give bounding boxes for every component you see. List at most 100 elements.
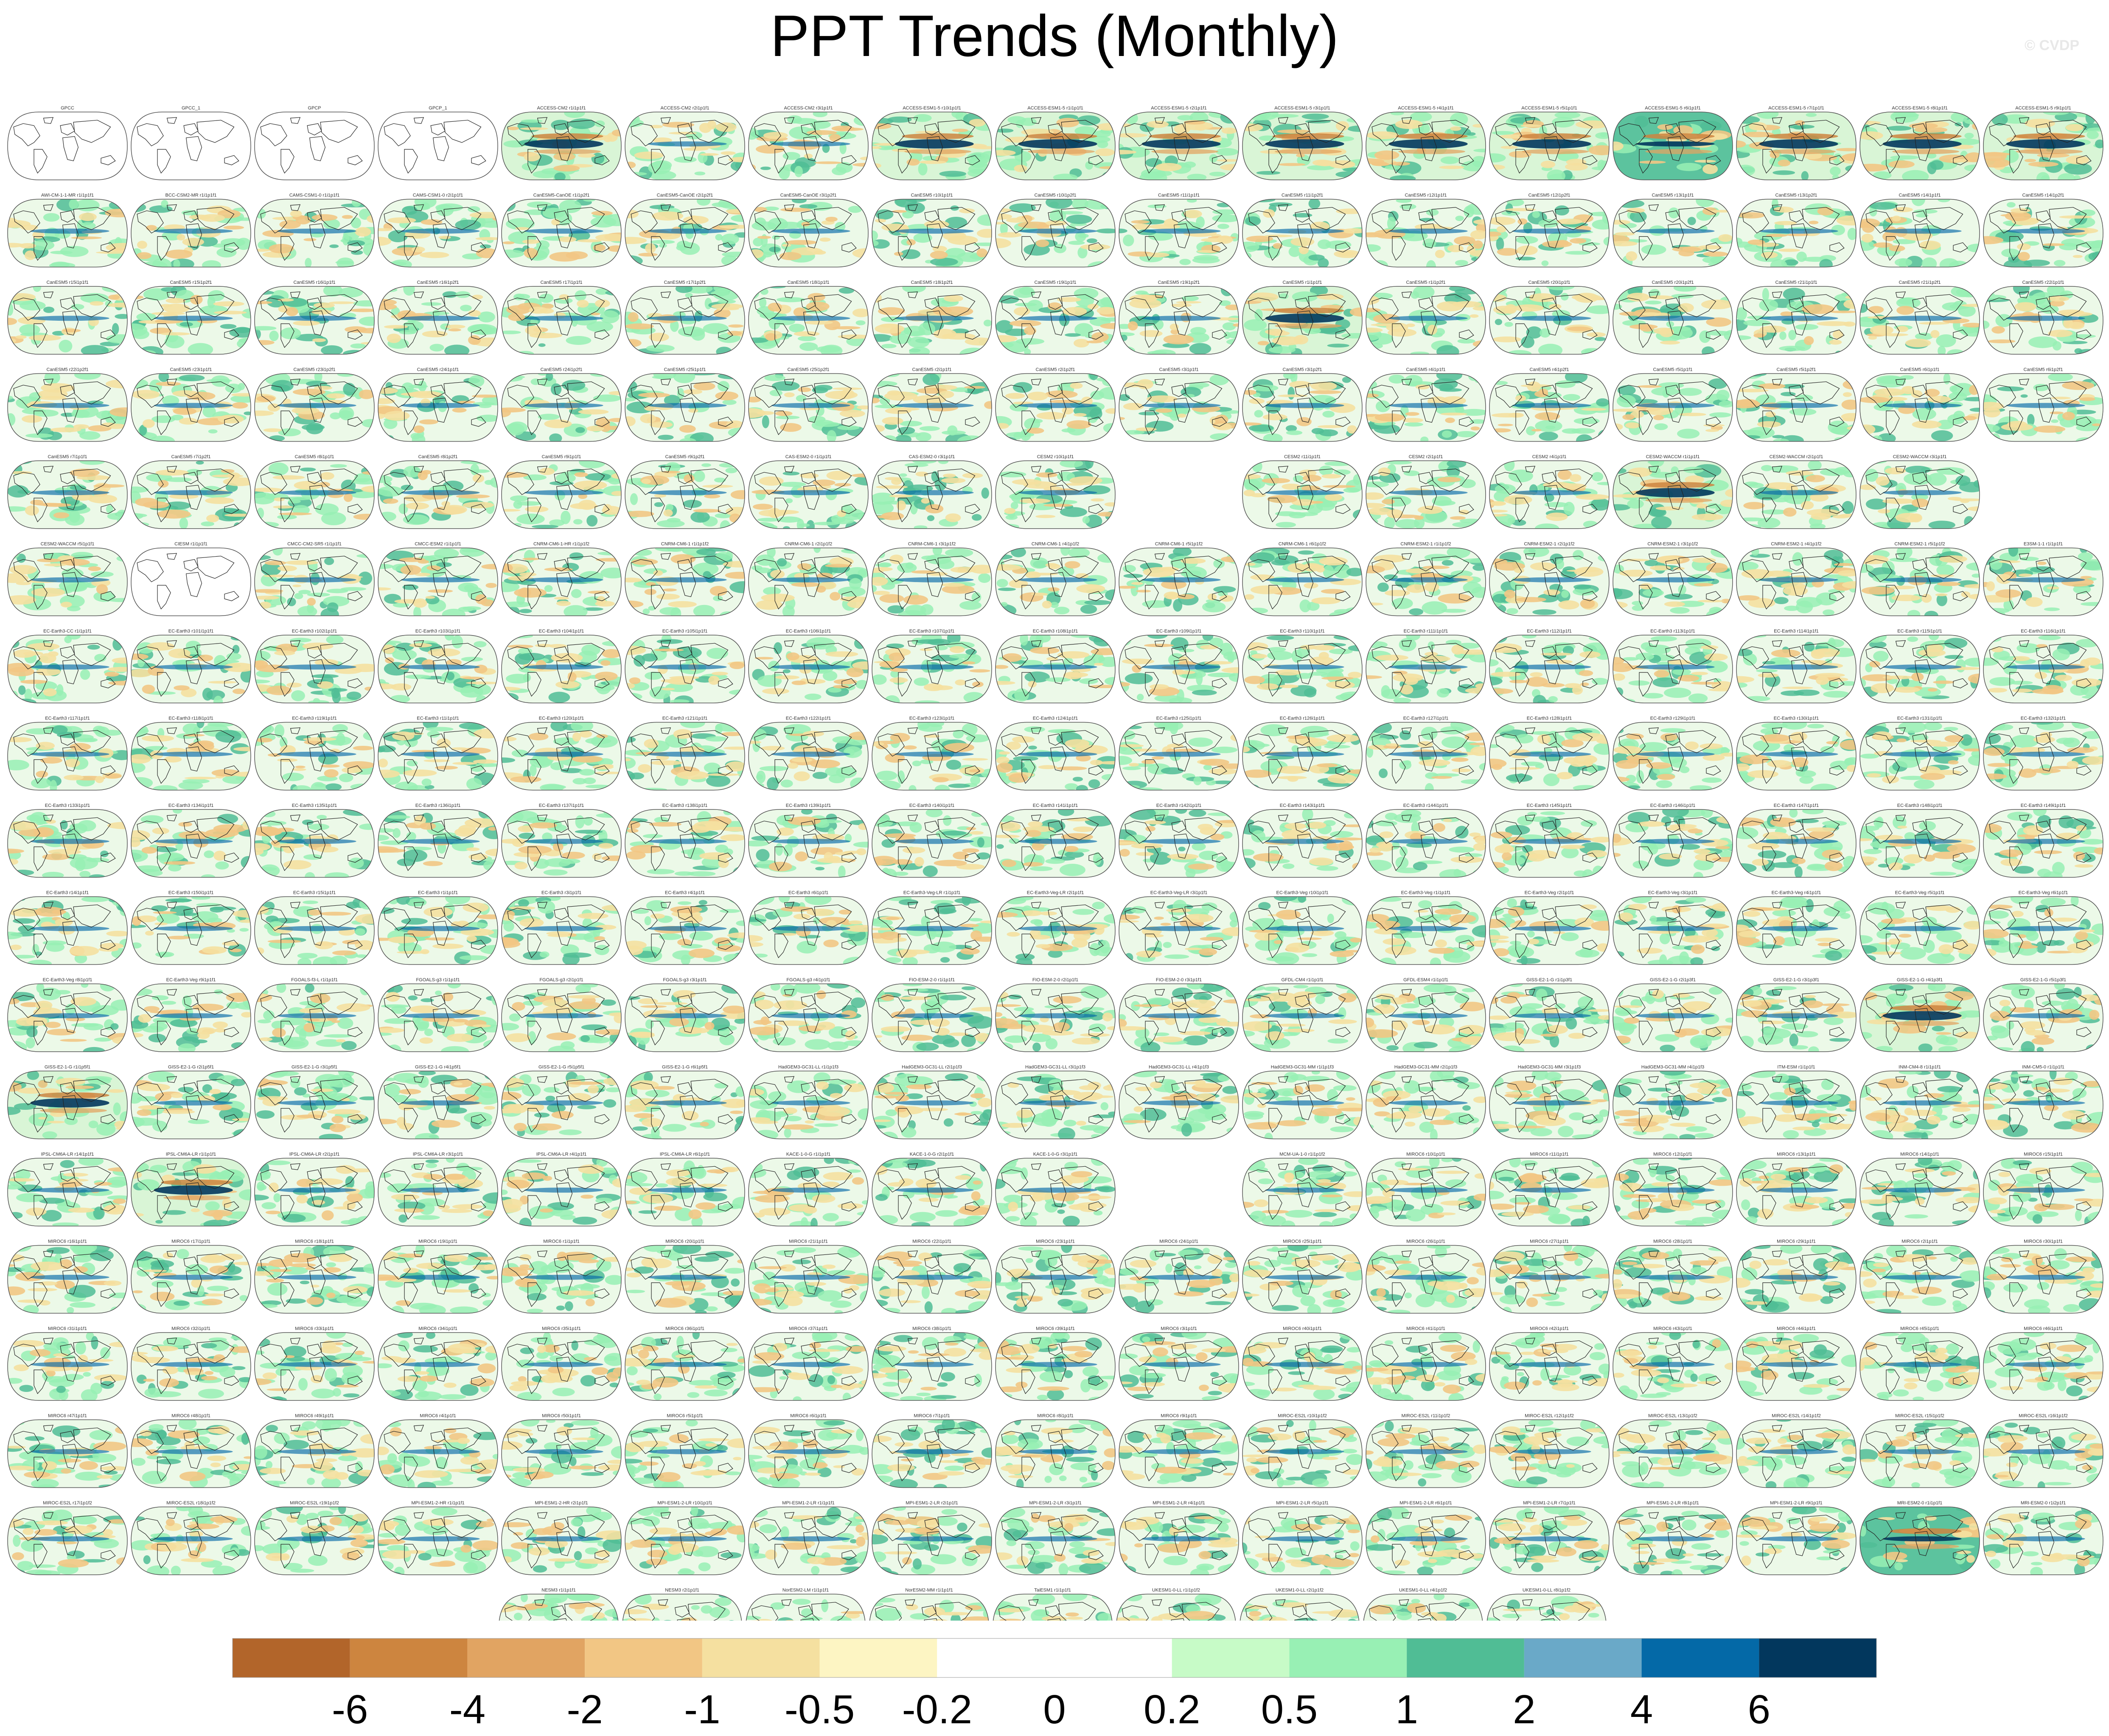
trend-patch — [1130, 583, 1139, 596]
coastline — [1989, 123, 2016, 146]
trend-patch — [1216, 159, 1239, 162]
map-panel: CanESM5 r11i1p2f1 — [1242, 193, 1363, 268]
coastline — [677, 123, 693, 136]
trend-patch — [1586, 332, 1606, 337]
trend-patch — [223, 477, 251, 486]
trend-patch — [683, 389, 703, 395]
coastline — [631, 123, 658, 146]
map-panel: CanESM5 r21i1p2f1 — [1859, 280, 1980, 355]
coastline — [309, 136, 326, 161]
trend-patch — [544, 419, 572, 428]
trend-patch — [939, 171, 967, 177]
trend-patch — [628, 312, 639, 322]
trend-patch — [1570, 238, 1587, 244]
coastline — [404, 236, 418, 261]
map-panel: CanESM5 r24i1p1f1 — [378, 367, 498, 442]
trend-patch — [1403, 470, 1419, 476]
trend-patch — [1868, 336, 1877, 340]
trend-patch — [1078, 233, 1089, 238]
trend-patch — [472, 474, 485, 483]
trend-patch — [780, 423, 802, 432]
trend-patch — [1250, 493, 1266, 498]
coastline — [1295, 123, 1310, 136]
trend-patch — [607, 245, 621, 252]
trend-patch — [293, 320, 320, 326]
trend-patch — [1951, 286, 1974, 297]
trend-patch — [951, 112, 963, 118]
trend-patch — [1627, 292, 1649, 302]
trend-patch — [1928, 395, 1951, 403]
trend-patch — [106, 243, 127, 252]
panel-title: CESM2-WACCM r3i1p1f1 — [1893, 454, 1947, 459]
trend-patch — [716, 347, 732, 354]
trend-patch — [1712, 373, 1733, 378]
map-panel: CNRM-ESM2-1 r3i1p1f2 — [1613, 542, 1733, 616]
trend-patch — [1743, 502, 1765, 510]
trend-patch — [764, 375, 785, 381]
trend-patch — [131, 461, 147, 463]
watermark: © CVDP — [2025, 37, 2079, 53]
panel-title: CanESM5 r6i1p2f1 — [2024, 367, 2063, 372]
trend-patch — [892, 210, 907, 213]
coastline — [651, 149, 665, 174]
trend-patch — [1080, 605, 1097, 614]
coastline — [413, 204, 424, 211]
equatorial-band — [895, 316, 974, 321]
trend-patch — [625, 162, 636, 168]
trend-patch — [1586, 305, 1609, 314]
trend-patch — [1346, 118, 1362, 123]
equatorial-band — [895, 577, 974, 582]
map-panel: ACCESS-CM2 r1i1p1f1 — [501, 106, 622, 180]
trend-patch — [324, 557, 334, 565]
coastline — [280, 149, 294, 174]
trend-patch — [1557, 240, 1569, 246]
trend-patch — [1877, 509, 1890, 514]
trend-patch — [1123, 574, 1143, 578]
panel-title: CNRM-CM6-1 r4i1p1f2 — [1032, 542, 1079, 547]
trend-patch — [558, 236, 577, 242]
map-ocean — [8, 112, 127, 180]
panel-title: CNRM-ESM2-1 r2i1p1f2 — [1524, 542, 1574, 547]
panel-title: CanESM5 r9i1p2f1 — [665, 454, 705, 459]
trend-patch — [733, 174, 741, 180]
trend-patch — [8, 318, 17, 325]
coastline — [1061, 120, 1099, 143]
trend-patch — [722, 399, 737, 405]
trend-patch — [1688, 138, 1710, 143]
trend-patch — [1529, 293, 1557, 302]
equatorial-band — [1635, 403, 1715, 408]
trend-patch — [1084, 600, 1111, 605]
trend-patch — [115, 314, 127, 319]
trend-patch — [872, 515, 892, 518]
coastline — [43, 204, 54, 211]
trend-patch — [1743, 319, 1771, 326]
trend-patch — [1600, 132, 1607, 137]
equatorial-band — [277, 316, 356, 321]
trend-patch — [272, 475, 305, 480]
coastline — [718, 155, 733, 165]
trend-patch — [1803, 336, 1814, 345]
coastline — [924, 123, 940, 136]
coastline — [1791, 136, 1808, 161]
trend-patch — [967, 152, 990, 165]
trend-patch — [662, 122, 695, 128]
trend-patch — [524, 506, 549, 512]
trend-patch — [1366, 244, 1381, 252]
trend-patch — [1099, 166, 1115, 169]
trend-patch — [1504, 495, 1532, 505]
equatorial-band — [648, 141, 727, 147]
trend-patch — [945, 548, 973, 557]
trend-patch — [1832, 515, 1850, 519]
coastline — [309, 223, 326, 249]
trend-patch — [1277, 129, 1311, 134]
panel-title: CanESM5 r6i1p1f1 — [1900, 367, 1940, 372]
trend-patch — [998, 232, 1022, 238]
trend-patch — [510, 495, 529, 502]
trend-patch — [1882, 498, 1916, 504]
trend-patch — [207, 296, 216, 308]
panel-title: CanESM5 r17i1p1f1 — [540, 280, 582, 285]
panel-title: CNRM-CM6-1 r5i1p1f2 — [1155, 542, 1203, 547]
trend-patch — [50, 261, 70, 267]
trend-patch — [1335, 171, 1357, 178]
trend-patch — [1653, 415, 1664, 420]
